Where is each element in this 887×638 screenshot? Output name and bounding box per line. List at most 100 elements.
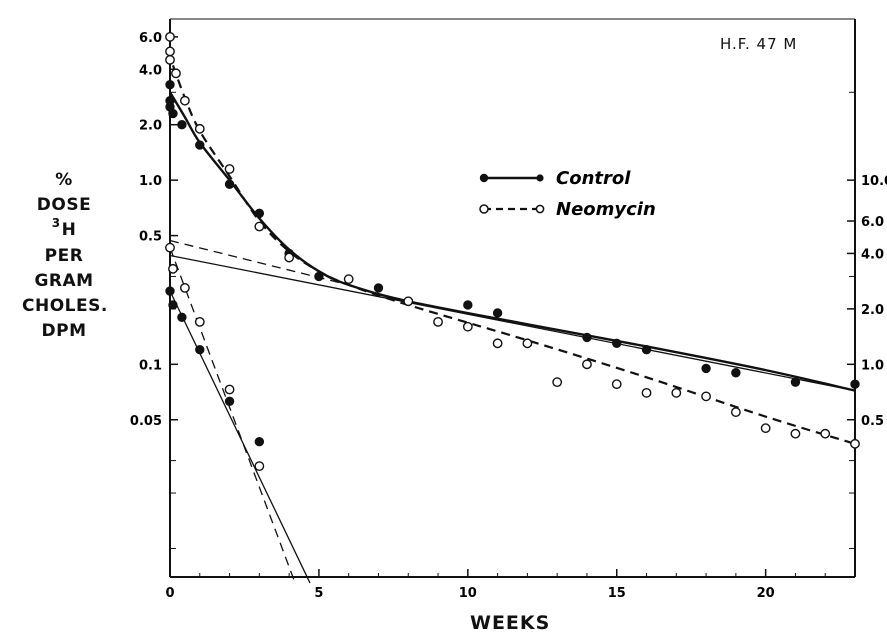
filled-data-point	[463, 300, 473, 310]
right-tick-label: 0.5	[861, 414, 884, 429]
open-data-point	[194, 316, 205, 327]
neomycin-curve	[171, 64, 856, 445]
data-points	[165, 31, 860, 472]
y-axis-label-line-2: DOSE	[36, 195, 92, 215]
filled-data-point	[165, 79, 175, 90]
right-tick-label: 10.0	[861, 174, 887, 189]
y-axis-label-line-4: PER	[44, 246, 84, 266]
open-data-point	[284, 252, 295, 263]
open-data-point	[582, 359, 592, 370]
y-axis-label-line-3-text: H	[61, 220, 77, 240]
left-tick-label: 0.05	[130, 414, 162, 429]
y-axis-label-line-1: %	[55, 170, 73, 190]
open-data-point	[194, 123, 205, 134]
filled-data-point	[165, 286, 175, 296]
left-tick-label: 1.0	[139, 174, 162, 189]
open-data-point	[179, 95, 190, 106]
y-axis-label-line-6: CHOLES.	[22, 296, 108, 316]
open-data-point	[179, 282, 190, 293]
open-data-point	[254, 461, 265, 472]
open-data-point	[165, 46, 175, 57]
legend: Control Neomycin	[479, 168, 656, 220]
open-data-point	[343, 274, 354, 285]
open-data-point	[165, 242, 175, 253]
open-data-point	[850, 438, 860, 449]
legend-control-marker	[479, 173, 489, 183]
open-data-point	[224, 164, 235, 174]
open-data-point	[760, 423, 771, 434]
x-tick-label: 0	[165, 586, 174, 601]
y-axis-label-line-3: 3H	[22, 216, 106, 244]
open-data-point	[820, 428, 831, 439]
filled-data-point	[195, 345, 205, 355]
x-tick-label: 15	[608, 586, 626, 601]
filled-data-point	[177, 312, 187, 323]
left-tick-label: 0.1	[139, 358, 162, 373]
fit-line-1	[169, 254, 856, 392]
filled-data-point	[731, 368, 741, 378]
open-data-point	[171, 68, 181, 79]
subject-annotation: H.F. 47 M	[720, 35, 798, 53]
filled-data-point	[850, 379, 860, 389]
legend-control-label: Control	[556, 168, 631, 189]
legend-neomycin-marker-end	[535, 204, 545, 214]
filled-data-point	[314, 271, 324, 282]
x-tick-label: 20	[757, 586, 775, 601]
y-axis-label-line-5: GRAM	[34, 271, 94, 291]
open-data-point	[522, 338, 533, 349]
open-data-point	[224, 384, 235, 395]
left-tick-label: 4.0	[139, 63, 162, 78]
open-data-point	[671, 387, 682, 398]
filled-data-point	[492, 308, 503, 318]
filled-data-point	[612, 338, 622, 349]
y-axis-label-line-7: DPM	[41, 321, 87, 341]
x-tick-label: 5	[314, 586, 323, 601]
filled-data-point	[582, 332, 592, 343]
open-data-point	[168, 263, 178, 274]
filled-data-point	[177, 120, 187, 130]
x-axis-label: WEEKS	[470, 612, 551, 634]
legend-neomycin-marker	[479, 204, 489, 214]
open-data-point	[254, 221, 265, 232]
open-data-point	[433, 316, 443, 327]
axes-frame	[169, 18, 856, 578]
open-data-point	[641, 387, 652, 398]
right-tick-label: 2.0	[861, 303, 884, 318]
left-tick-label: 6.0	[139, 31, 162, 46]
open-data-point	[730, 407, 741, 418]
left-tick-label: 2.0	[139, 119, 162, 134]
open-data-point	[552, 377, 563, 388]
filled-data-point	[373, 283, 384, 293]
open-data-point	[492, 338, 503, 349]
filled-data-point	[701, 363, 711, 374]
open-data-point	[165, 31, 175, 42]
y-axis-label: % DOSE 3H PER GRAM CHOLES. DPM	[22, 168, 108, 344]
filled-data-point	[168, 108, 178, 119]
filled-data-point	[254, 436, 265, 447]
open-data-point	[403, 296, 414, 307]
filled-data-point	[641, 345, 652, 355]
filled-data-point	[224, 396, 235, 406]
right-tick-label: 1.0	[861, 358, 884, 373]
left-tick-label: 0.5	[139, 230, 162, 245]
open-data-point	[611, 379, 622, 390]
tick-marks: 0 5 10 15 20 6.0 4.0 2.0 1.0 0.5 0.1 0.05 10.0 6.0 4.0…	[130, 31, 887, 601]
y-axis-label-superscript: 3	[51, 216, 61, 230]
open-data-point	[462, 321, 473, 332]
fit-line-4	[169, 247, 296, 584]
control-curve	[168, 91, 856, 392]
open-data-point	[701, 391, 711, 402]
right-tick-label: 6.0	[861, 215, 884, 230]
open-data-point	[790, 428, 801, 439]
legend-control-marker-end	[536, 174, 544, 182]
data-curves	[168, 64, 856, 445]
open-data-point	[165, 54, 175, 65]
filled-data-point	[195, 140, 205, 150]
right-tick-label: 4.0	[861, 247, 884, 262]
filled-data-point	[790, 377, 801, 387]
x-tick-label: 10	[459, 586, 477, 601]
filled-data-point	[224, 179, 235, 189]
legend-neomycin-label: Neomycin	[556, 199, 656, 220]
filled-data-point	[254, 208, 265, 219]
